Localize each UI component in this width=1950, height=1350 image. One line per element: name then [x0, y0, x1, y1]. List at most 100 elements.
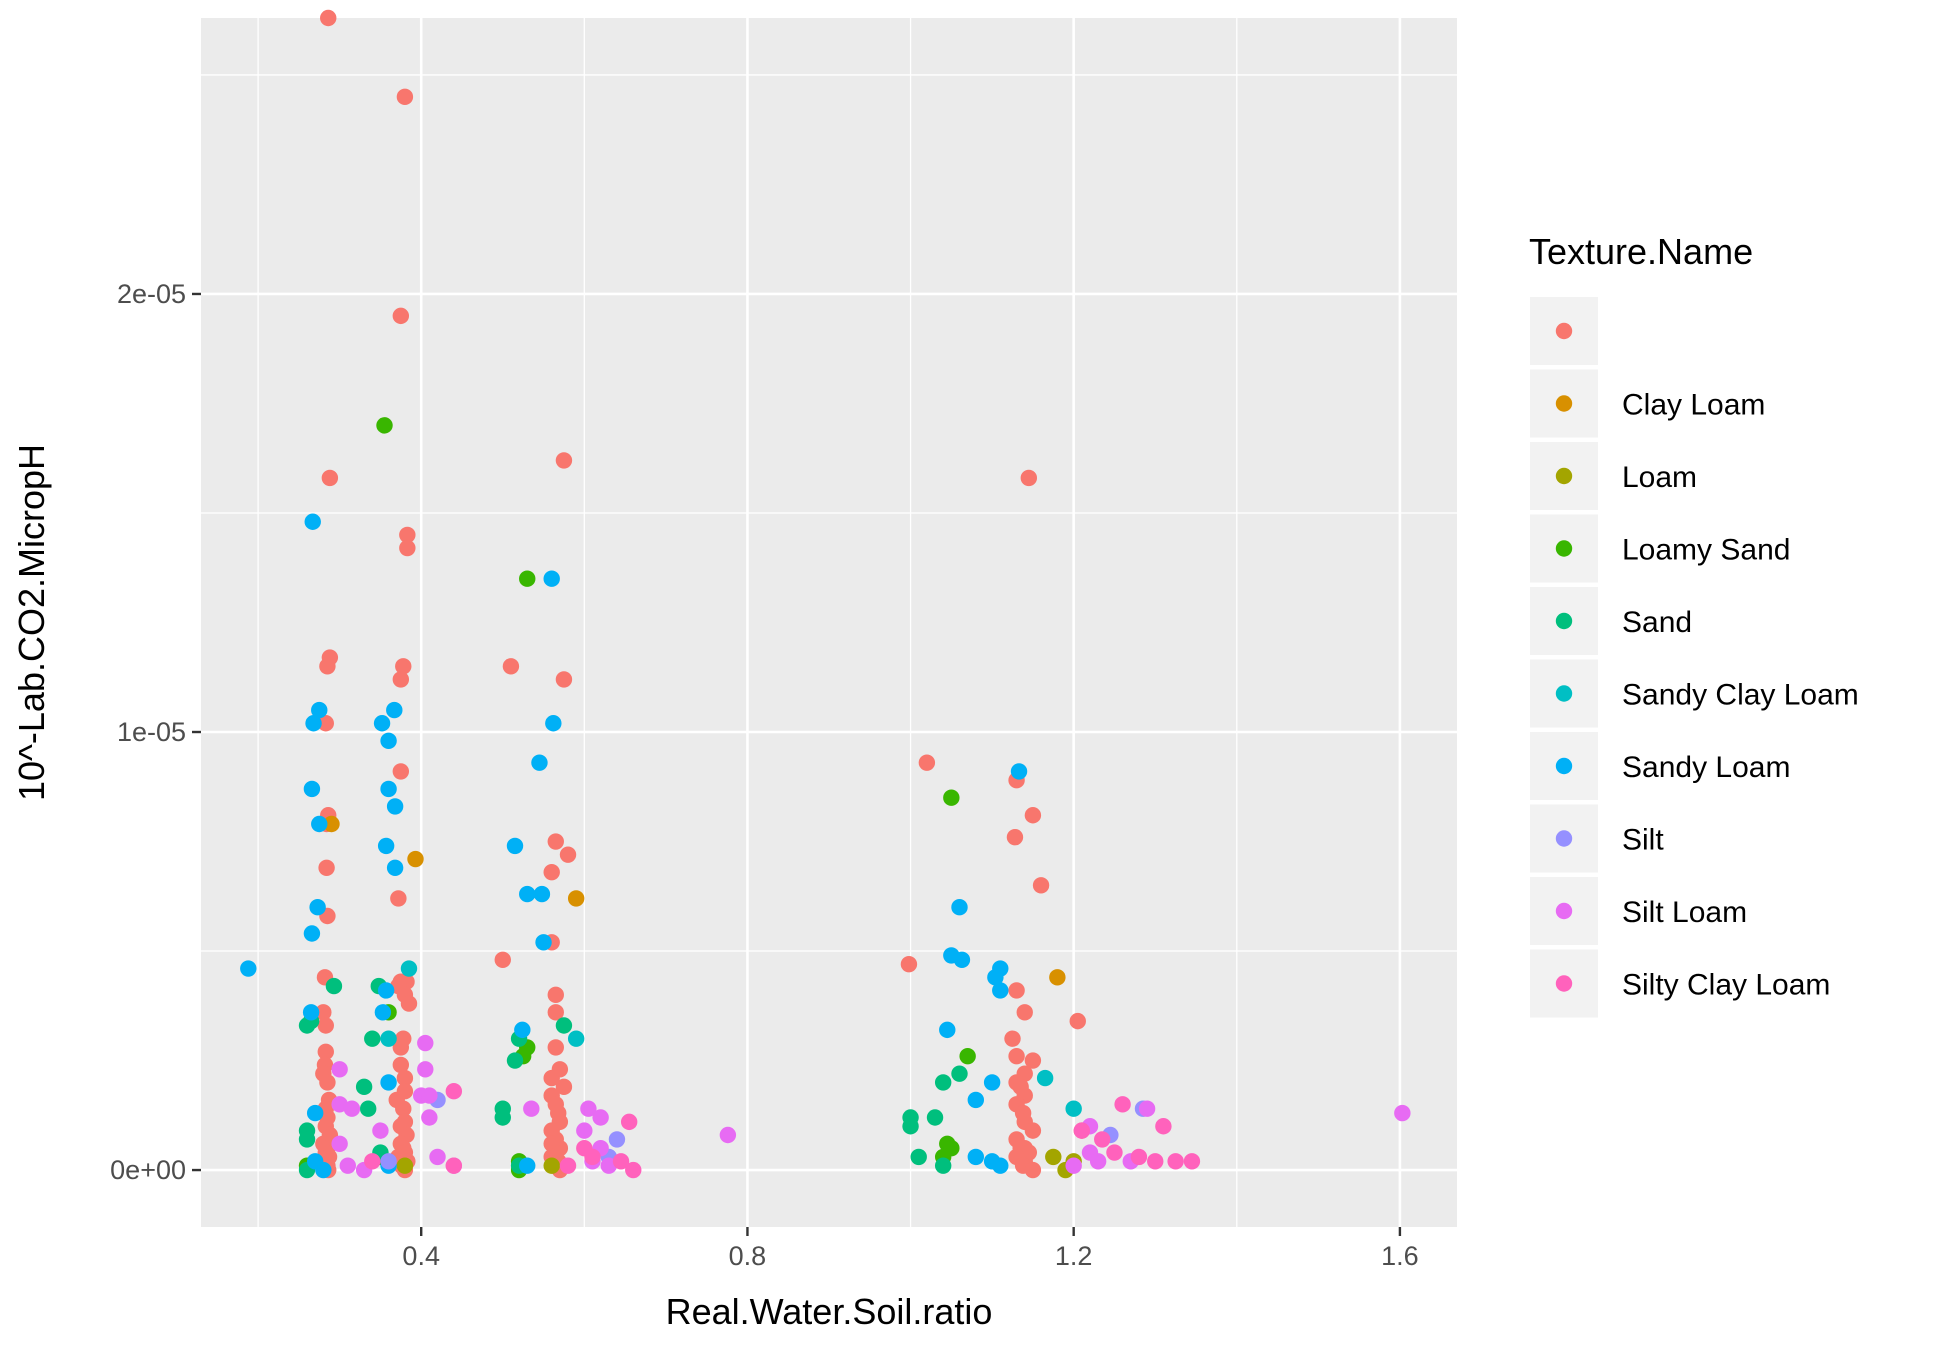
data-point — [543, 1157, 560, 1174]
legend-label: Silty Clay Loam — [1622, 969, 1830, 1002]
legend-swatch — [1555, 467, 1573, 485]
x-axis: 0.4 0.8 1.2 1.6 — [402, 1227, 1419, 1271]
legend-swatch — [1555, 757, 1573, 775]
data-point — [364, 1030, 381, 1047]
data-point — [584, 1148, 601, 1166]
data-point — [445, 1083, 463, 1100]
data-point — [1045, 1148, 1062, 1166]
legend-swatch — [1555, 975, 1573, 992]
data-point — [364, 1153, 381, 1170]
data-point — [1106, 1144, 1123, 1161]
data-point — [372, 1122, 389, 1139]
data-point — [951, 899, 968, 916]
data-point — [1065, 1157, 1082, 1174]
data-point — [1130, 1148, 1148, 1166]
data-point — [953, 951, 971, 968]
data-point — [395, 658, 412, 675]
data-point — [325, 977, 343, 995]
data-point — [429, 1148, 446, 1166]
y-tick-label: 1e-05 — [117, 717, 186, 747]
data-point — [1010, 763, 1028, 780]
data-point — [309, 899, 326, 916]
data-point — [377, 837, 395, 855]
data-point — [303, 925, 321, 942]
data-point — [567, 890, 585, 907]
data-point — [374, 1004, 392, 1021]
data-point — [939, 1021, 956, 1039]
data-point — [934, 1157, 952, 1174]
data-point — [1094, 1131, 1111, 1148]
data-point — [392, 763, 410, 780]
data-point — [417, 1061, 434, 1078]
data-point — [612, 1153, 630, 1170]
legend-label: Sandy Clay Loam — [1622, 679, 1859, 712]
data-point — [331, 1061, 348, 1078]
data-point — [1183, 1153, 1201, 1170]
legend-label: Sandy Loam — [1622, 751, 1790, 784]
data-point — [392, 1039, 410, 1056]
data-point — [1032, 877, 1050, 894]
data-point — [400, 995, 418, 1012]
data-point — [1006, 828, 1024, 846]
data-point — [926, 1109, 944, 1126]
data-point — [1020, 469, 1038, 487]
data-point — [1147, 1153, 1164, 1170]
y-tick-label: 2e-05 — [117, 279, 186, 309]
data-point — [1004, 1030, 1021, 1047]
data-point — [992, 1157, 1009, 1174]
data-point — [519, 885, 536, 903]
data-point — [625, 1161, 642, 1179]
data-point — [1036, 1069, 1054, 1087]
data-point — [395, 1100, 412, 1117]
data-point — [967, 1148, 985, 1166]
legend-title: Texture.Name — [1529, 231, 1753, 272]
data-point — [533, 885, 551, 903]
data-point — [1073, 1122, 1091, 1139]
data-point — [494, 1109, 511, 1126]
data-point — [1008, 1047, 1025, 1065]
data-point — [304, 513, 321, 530]
minor-gridlines — [201, 18, 1457, 1227]
data-point — [523, 1100, 540, 1117]
data-point — [555, 1078, 573, 1096]
data-point — [543, 570, 560, 587]
y-axis-title: 10^-Lab.CO2.MicropH — [11, 444, 52, 801]
data-point — [559, 1157, 577, 1174]
data-point — [306, 1104, 324, 1122]
data-point — [303, 780, 321, 798]
legend-swatch — [1555, 612, 1573, 630]
data-point — [535, 934, 552, 951]
data-point — [1049, 969, 1066, 986]
data-point — [1024, 1122, 1042, 1139]
data-point — [494, 951, 511, 968]
data-point — [355, 1078, 373, 1096]
data-point — [959, 1047, 976, 1065]
data-point — [592, 1109, 609, 1126]
data-point — [380, 1030, 397, 1047]
data-point — [399, 526, 416, 544]
data-point — [983, 1074, 1001, 1091]
data-point — [323, 815, 340, 833]
data-point — [910, 1148, 927, 1166]
data-point — [531, 754, 548, 771]
data-point — [987, 969, 1004, 986]
data-point — [719, 1126, 737, 1144]
data-point — [318, 859, 335, 877]
data-point — [421, 1109, 438, 1126]
data-point — [302, 1004, 320, 1021]
data-point — [445, 1157, 463, 1174]
data-point — [311, 815, 328, 833]
data-point — [343, 1100, 361, 1117]
data-point — [918, 754, 936, 771]
data-point — [305, 715, 322, 732]
data-point — [519, 570, 536, 587]
data-point — [992, 982, 1009, 999]
data-point — [320, 9, 337, 27]
legend-swatch — [1555, 540, 1573, 557]
data-point — [1024, 1161, 1042, 1179]
data-point — [1016, 1004, 1033, 1021]
data-point — [1394, 1104, 1411, 1122]
legend-label: Silt — [1622, 824, 1664, 857]
data-point — [331, 1135, 348, 1152]
